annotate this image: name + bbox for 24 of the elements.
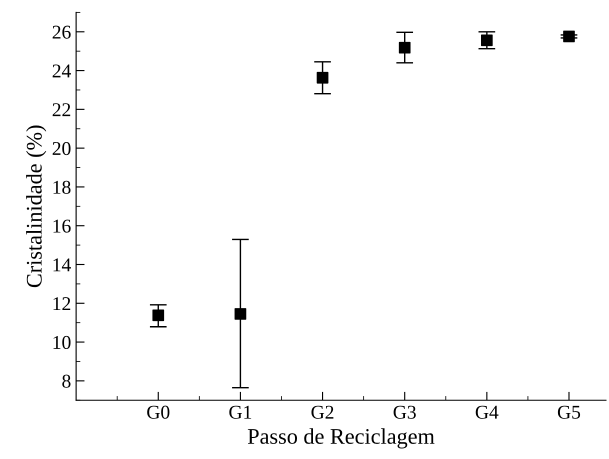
x-axis-title: Passo de Reciclagem	[248, 428, 434, 449]
x-tick-label: G0	[147, 406, 170, 419]
y-tick-label: 24	[52, 64, 71, 78]
x-tick-label: G5	[558, 406, 580, 419]
y-tick-label: 12	[54, 297, 70, 310]
x-tick-label: G4	[476, 406, 498, 419]
y-tick-label: 8	[62, 374, 71, 388]
point	[563, 30, 575, 42]
point	[234, 308, 246, 320]
y-tick-label: 16	[54, 220, 71, 233]
x-tick-label: G2	[311, 406, 334, 419]
point	[481, 34, 493, 46]
x-tick-label: G1	[229, 406, 252, 419]
point	[152, 309, 164, 322]
y-axis-title: Cristalinidade (%)	[26, 126, 46, 288]
y-tick-label: 26	[52, 26, 71, 39]
y-tick-label: 14	[54, 258, 71, 272]
y-tick-label: 10	[54, 336, 71, 350]
point	[398, 42, 411, 54]
y-tick-label: 18	[54, 180, 71, 194]
y-tick-label: 20	[52, 142, 71, 156]
point	[316, 72, 328, 84]
y-tick-label: 22	[52, 103, 70, 116]
x-tick-label: G3	[394, 406, 416, 419]
